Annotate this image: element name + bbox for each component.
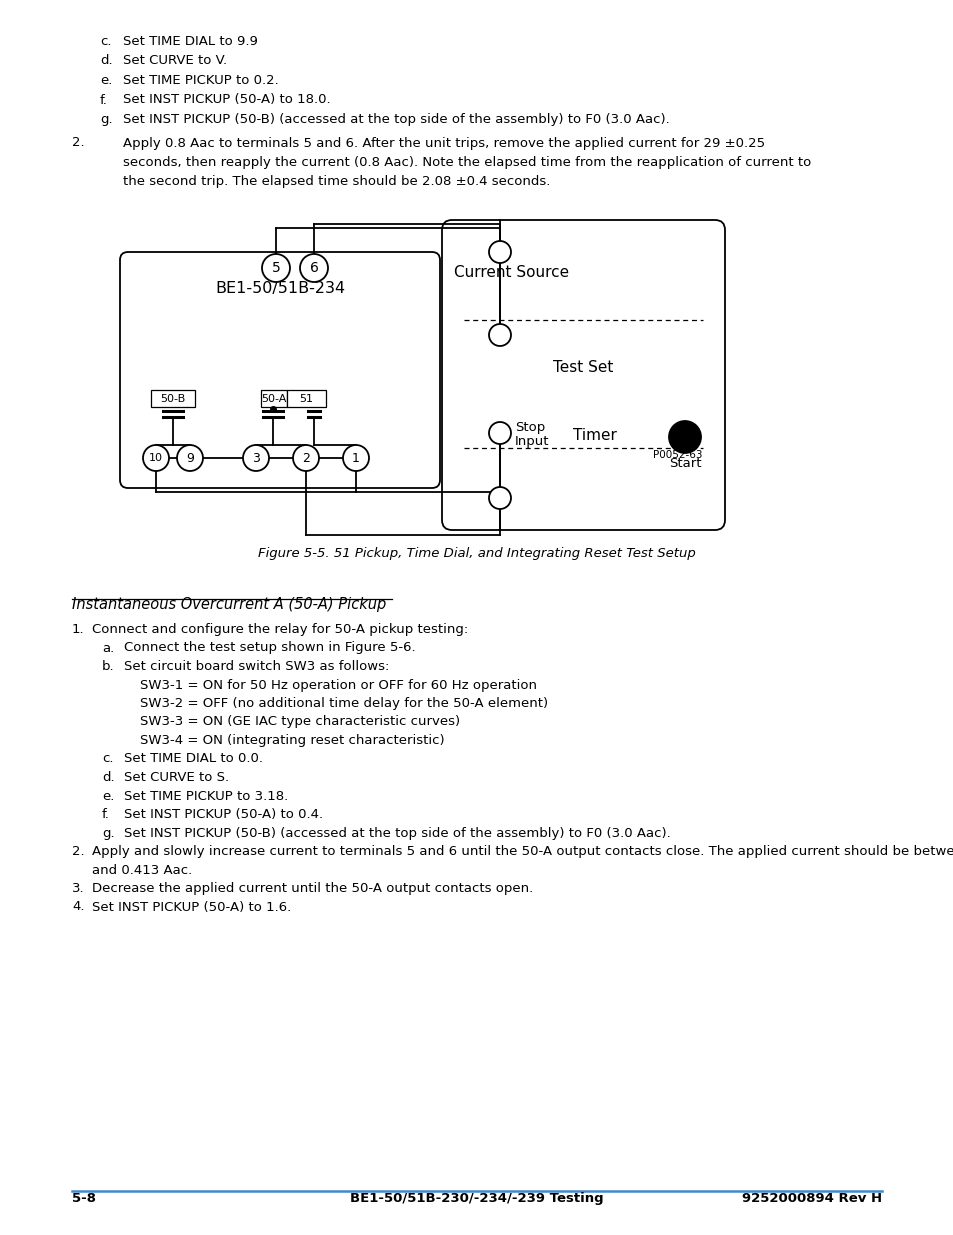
Text: Timer: Timer [573, 427, 617, 442]
FancyBboxPatch shape [151, 390, 194, 408]
Text: Set INST PICKUP (50-A) to 1.6.: Set INST PICKUP (50-A) to 1.6. [91, 900, 291, 914]
Text: the second trip. The elapsed time should be 2.08 ±0.4 seconds.: the second trip. The elapsed time should… [123, 175, 550, 189]
Text: c.: c. [100, 35, 112, 48]
Text: 3.: 3. [71, 882, 85, 895]
Text: 5-8: 5-8 [71, 1192, 96, 1205]
Text: Set TIME DIAL to 9.9: Set TIME DIAL to 9.9 [123, 35, 257, 48]
Circle shape [177, 445, 203, 471]
Circle shape [489, 324, 511, 346]
Text: f.: f. [100, 94, 108, 106]
Circle shape [489, 422, 511, 445]
Text: Apply and slowly increase current to terminals 5 and 6 until the 50-A output con: Apply and slowly increase current to ter… [91, 845, 953, 858]
Text: d.: d. [102, 771, 114, 784]
Text: SW3-1 = ON for 50 Hz operation or OFF for 60 Hz operation: SW3-1 = ON for 50 Hz operation or OFF fo… [140, 678, 537, 692]
Text: e.: e. [102, 789, 114, 803]
Text: 50-A: 50-A [261, 394, 287, 404]
Circle shape [293, 445, 318, 471]
Circle shape [243, 445, 269, 471]
Text: c.: c. [102, 752, 113, 766]
Text: e.: e. [100, 74, 112, 86]
Text: 10: 10 [149, 453, 163, 463]
FancyBboxPatch shape [261, 390, 287, 408]
Text: Set TIME PICKUP to 0.2.: Set TIME PICKUP to 0.2. [123, 74, 278, 86]
Text: Input: Input [515, 435, 549, 447]
Text: Test Set: Test Set [553, 359, 613, 375]
Text: P0052-63: P0052-63 [653, 450, 702, 459]
Text: Apply 0.8 Aac to terminals 5 and 6. After the unit trips, remove the applied cur: Apply 0.8 Aac to terminals 5 and 6. Afte… [123, 137, 764, 149]
Text: Set INST PICKUP (50-B) (accessed at the top side of the assembly) to F0 (3.0 Aac: Set INST PICKUP (50-B) (accessed at the … [124, 826, 670, 840]
Text: 1.: 1. [71, 622, 85, 636]
Text: a.: a. [102, 641, 114, 655]
FancyBboxPatch shape [287, 390, 326, 408]
Text: 4.: 4. [71, 900, 85, 914]
Circle shape [143, 445, 169, 471]
Text: Decrease the applied current until the 50-A output contacts open.: Decrease the applied current until the 5… [91, 882, 533, 895]
Text: 6: 6 [309, 261, 318, 275]
Text: BE1-50/51B-230/-234/-239 Testing: BE1-50/51B-230/-234/-239 Testing [350, 1192, 603, 1205]
Text: Set TIME DIAL to 0.0.: Set TIME DIAL to 0.0. [124, 752, 263, 766]
Text: 3: 3 [252, 452, 259, 464]
Text: SW3-4 = ON (integrating reset characteristic): SW3-4 = ON (integrating reset characteri… [140, 734, 444, 747]
Text: Start: Start [668, 457, 700, 471]
Text: 2: 2 [302, 452, 310, 464]
Text: 9252000894 Rev H: 9252000894 Rev H [741, 1192, 882, 1205]
Circle shape [343, 445, 369, 471]
Text: g.: g. [102, 826, 114, 840]
Text: Set INST PICKUP (50-A) to 0.4.: Set INST PICKUP (50-A) to 0.4. [124, 808, 323, 821]
Text: Figure 5-5. 51 Pickup, Time Dial, and Integrating Reset Test Setup: Figure 5-5. 51 Pickup, Time Dial, and In… [258, 547, 695, 559]
Circle shape [668, 421, 700, 453]
Text: 51: 51 [299, 394, 314, 404]
Text: Connect and configure the relay for 50-A pickup testing:: Connect and configure the relay for 50-A… [91, 622, 468, 636]
Circle shape [299, 254, 328, 282]
Text: seconds, then reapply the current (0.8 Aac). Note the elapsed time from the reap: seconds, then reapply the current (0.8 A… [123, 156, 810, 169]
Text: Current Source: Current Source [454, 266, 569, 280]
Text: f.: f. [102, 808, 110, 821]
Text: BE1-50/51B-234: BE1-50/51B-234 [214, 280, 345, 295]
Text: Set circuit board switch SW3 as follows:: Set circuit board switch SW3 as follows: [124, 659, 389, 673]
Text: 1: 1 [352, 452, 359, 464]
Text: SW3-3 = ON (GE IAC type characteristic curves): SW3-3 = ON (GE IAC type characteristic c… [140, 715, 459, 729]
Text: Set CURVE to S.: Set CURVE to S. [124, 771, 229, 784]
Text: 2.: 2. [71, 845, 85, 858]
Text: g.: g. [100, 112, 112, 126]
Text: 9: 9 [186, 452, 193, 464]
Text: Stop: Stop [515, 420, 545, 433]
Text: 5: 5 [272, 261, 280, 275]
Text: Set INST PICKUP (50-A) to 18.0.: Set INST PICKUP (50-A) to 18.0. [123, 94, 331, 106]
Text: d.: d. [100, 54, 112, 68]
Text: b.: b. [102, 659, 114, 673]
Text: 50-B: 50-B [160, 394, 186, 404]
Circle shape [489, 241, 511, 263]
Circle shape [489, 487, 511, 509]
Text: Instantaneous Overcurrent A (50-A) Pickup: Instantaneous Overcurrent A (50-A) Picku… [71, 597, 386, 613]
Text: Set TIME PICKUP to 3.18.: Set TIME PICKUP to 3.18. [124, 789, 288, 803]
Text: Set INST PICKUP (50-B) (accessed at the top side of the assembly) to F0 (3.0 Aac: Set INST PICKUP (50-B) (accessed at the … [123, 112, 669, 126]
Circle shape [262, 254, 290, 282]
Text: 2.: 2. [71, 137, 85, 149]
Text: SW3-2 = OFF (no additional time delay for the 50-A element): SW3-2 = OFF (no additional time delay fo… [140, 697, 548, 710]
Text: and 0.413 Aac.: and 0.413 Aac. [91, 863, 193, 877]
Text: Set CURVE to V.: Set CURVE to V. [123, 54, 227, 68]
Text: Connect the test setup shown in Figure 5-6.: Connect the test setup shown in Figure 5… [124, 641, 416, 655]
